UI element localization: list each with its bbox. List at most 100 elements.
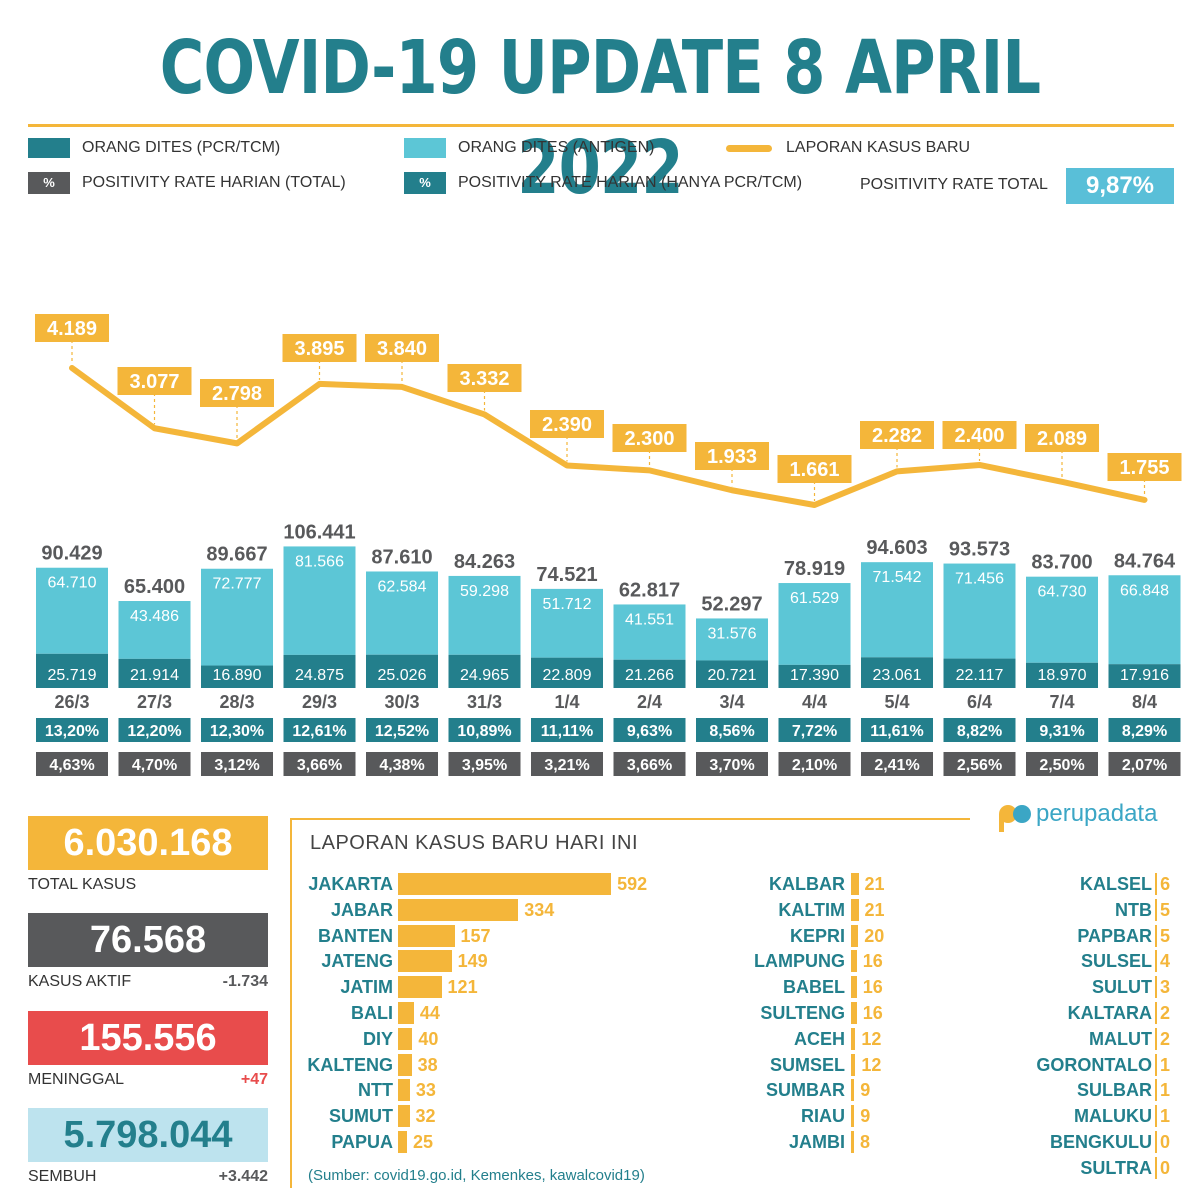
pr-total-box [1108,752,1181,776]
province-value: 25 [413,1132,434,1152]
page-title: COVID-19 UPDATE 8 APRIL 2022 [159,25,1041,211]
province-bar [851,1053,856,1076]
legend-pr-pcr-swatch: % [404,172,446,194]
province-bar [851,924,859,947]
province-value: 9 [860,1080,871,1101]
province-name: SUMSEL [769,1054,845,1075]
province-bar [1155,873,1158,895]
bar-pcr-label: 24.875 [295,667,344,684]
province-name: JAKARTA [308,874,393,894]
legend-antigen-swatch [404,138,446,158]
case-label-box [612,424,687,452]
x-tick-label: 7/4 [1049,692,1074,712]
deaths-delta: +47 [240,1071,268,1088]
bar-pcr-label: 17.916 [1120,667,1169,684]
province-bar [1155,1053,1157,1076]
province-bar [1155,898,1157,921]
pr-pcr-value: 13,20% [45,723,99,740]
pr-pcr-box [118,718,191,742]
province-value: 16 [862,1003,883,1023]
pr-total-value: 2,41% [874,757,919,774]
province-name: NTT [358,1080,393,1101]
province-bar [851,1079,855,1102]
province-name: SULTENG [760,1003,845,1023]
province-value: 2 [1160,1028,1171,1049]
pr-total-box [943,752,1016,776]
bar-antigen [1108,575,1181,665]
bar-antigen [943,563,1016,659]
legend-pr-total-swatch: % [28,172,70,194]
bar-antigen-label: 41.551 [625,611,674,628]
pr-pcr-box [778,718,851,742]
province-bar [1155,976,1157,999]
province-name: NTB [1115,899,1152,920]
bar-antigen-label: 71.542 [873,569,922,586]
province-bar [851,873,859,895]
province-bar [1155,1002,1157,1024]
bar-pcr [613,659,686,688]
province-value: 149 [457,951,488,972]
pr-pcr-value: 10,89% [457,723,511,740]
case-value-label: 3.895 [294,338,344,360]
province-value: 1 [1160,1080,1171,1101]
x-tick-label: 6/4 [967,692,992,712]
bar-antigen-label: 62.584 [378,578,427,595]
bar-pcr-label: 23.061 [873,667,922,684]
bar-pcr-label: 18.970 [1038,667,1087,684]
bar-pcr [448,654,521,688]
province-value: 121 [447,977,478,998]
pr-pcr-box [36,718,108,742]
province-bar [398,1131,407,1153]
pr-total-box [36,752,108,776]
bar-total-label: 84.764 [1114,550,1176,572]
bar-antigen [448,575,521,655]
bar-antigen [366,571,438,655]
province-bar [398,1053,412,1076]
bar-total-label: 90.429 [41,543,102,565]
bar-total-label: 94.603 [866,537,927,559]
province-value: 12 [861,1054,882,1075]
province-bar [851,950,857,973]
province-bar [398,1105,410,1128]
x-tick-label: 5/4 [884,692,909,712]
case-label-box [200,379,274,407]
bar-antigen [531,588,603,658]
x-tick-label: 1/4 [554,692,579,712]
bar-antigen-label: 43.486 [130,608,179,625]
recovered-label: SEMBUH [28,1168,97,1185]
bar-pcr-label: 17.390 [790,667,839,684]
recovered-delta: +3.442 [218,1168,268,1185]
pr-total-box [201,752,273,776]
pr-pcr-value: 7,72% [792,723,837,740]
pr-pcr-value: 9,63% [627,723,672,740]
province-bar [398,1002,414,1024]
province-value: 6 [1160,874,1171,894]
province-bar [1155,1131,1157,1153]
bar-pcr [943,658,1016,688]
cases-today-title: LAPORAN KASUS BARU HARI INI [310,832,639,854]
case-value-label: 2.089 [1037,428,1087,450]
province-value: 44 [419,1003,440,1023]
bar-antigen-label: 64.710 [48,575,97,592]
cases-line [69,365,1148,508]
province-name: LAMPUNG [754,951,845,972]
pr-total-box [1026,752,1098,776]
case-value-label: 3.077 [129,371,179,393]
total-cases-value: 6.030.168 [28,816,268,870]
bar-pcr [118,658,191,688]
province-name: KALSEL [1080,874,1152,894]
bar-total-label: 89.667 [206,544,267,566]
pr-total-box [118,752,191,776]
province-value: 21 [864,899,885,920]
province-bar [1155,1156,1157,1179]
bar-antigen [283,546,356,655]
bar-total-label: 93.573 [949,539,1010,561]
province-name: SUMBAR [766,1080,845,1101]
total-cases-label: TOTAL KASUS [28,876,137,893]
pr-total-value: 4,38% [379,757,424,774]
province-name: JAMBI [788,1132,845,1152]
province-value: 12 [861,1028,882,1049]
province-bar [1155,1027,1157,1050]
province-bar [398,898,519,921]
x-tick-label: 3/4 [719,692,744,712]
